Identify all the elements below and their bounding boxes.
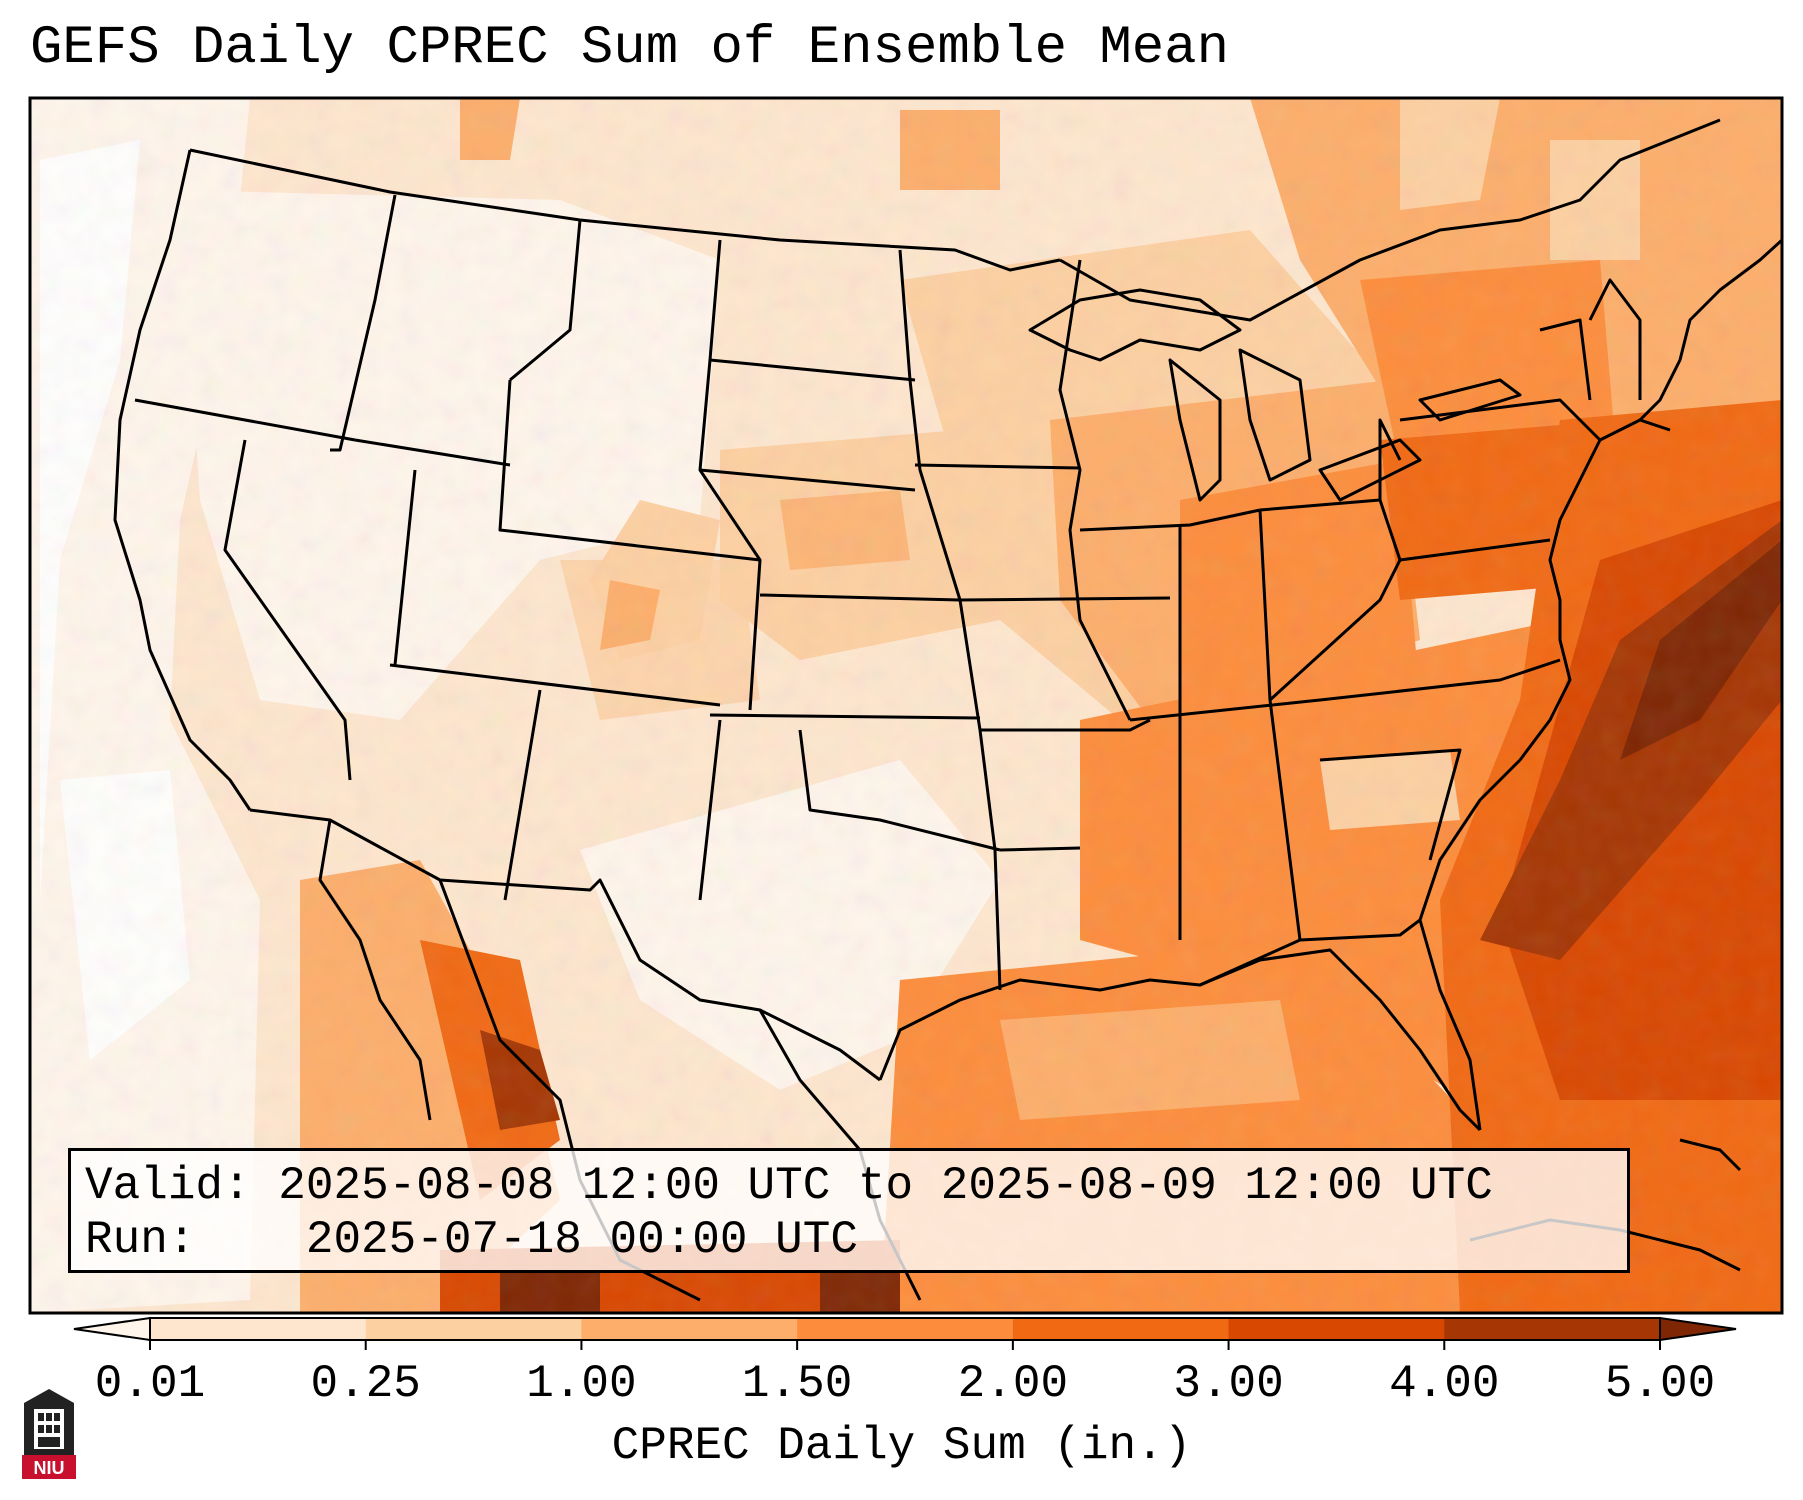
colorbar-tick-label: 4.00 xyxy=(1389,1358,1500,1410)
colorbar-tick-label: 1.00 xyxy=(526,1358,637,1410)
colorbar-label: CPREC Daily Sum (in.) xyxy=(611,1420,1192,1472)
colorbar-segment xyxy=(365,1318,582,1340)
colorbar-outline xyxy=(149,1317,1661,1341)
run-value: 2025-07-18 00:00 UTC xyxy=(305,1214,858,1266)
colorbar-segment xyxy=(797,1318,1014,1340)
run-row: Run: 2025-07-18 00:00 UTC xyxy=(85,1213,1627,1267)
colorbar-segment xyxy=(1228,1318,1445,1340)
colorbar xyxy=(73,1316,1737,1350)
colorbar-tick-label: 3.00 xyxy=(1173,1358,1284,1410)
colorbar-tick-label: 2.00 xyxy=(957,1358,1069,1410)
colorbar-extend-high xyxy=(1659,1316,1737,1342)
colorbar-tick-label: 5.00 xyxy=(1604,1358,1716,1410)
page-title: GEFS Daily CPREC Sum of Ensemble Mean xyxy=(30,18,1229,79)
colorbar-segment xyxy=(150,1318,367,1340)
colorbar-segment xyxy=(1012,1318,1230,1340)
niu-logo-icon: NIU xyxy=(22,1389,76,1479)
valid-row: Valid: 2025-08-08 12:00 UTC to 2025-08-0… xyxy=(85,1159,1627,1213)
colorbar-tick-label: 0.01 xyxy=(94,1358,206,1410)
colorbar-tick-label: 1.50 xyxy=(741,1358,853,1410)
valid-value: 2025-08-08 12:00 UTC to 2025-08-09 12:00… xyxy=(278,1160,1493,1212)
svg-text:NIU: NIU xyxy=(34,1458,65,1478)
colorbar-extend-low xyxy=(73,1316,151,1342)
precip-field xyxy=(30,98,1782,1313)
colorbar-segment xyxy=(1444,1318,1661,1340)
valid-label: Valid: xyxy=(85,1160,251,1212)
colorbar-tick-label: 0.25 xyxy=(310,1358,421,1410)
info-box: Valid: 2025-08-08 12:00 UTC to 2025-08-0… xyxy=(68,1148,1630,1273)
boundaries xyxy=(113,118,1782,1302)
colorbar-segment xyxy=(581,1318,798,1340)
map-frame xyxy=(28,96,1784,1315)
run-label: Run: xyxy=(85,1214,196,1266)
